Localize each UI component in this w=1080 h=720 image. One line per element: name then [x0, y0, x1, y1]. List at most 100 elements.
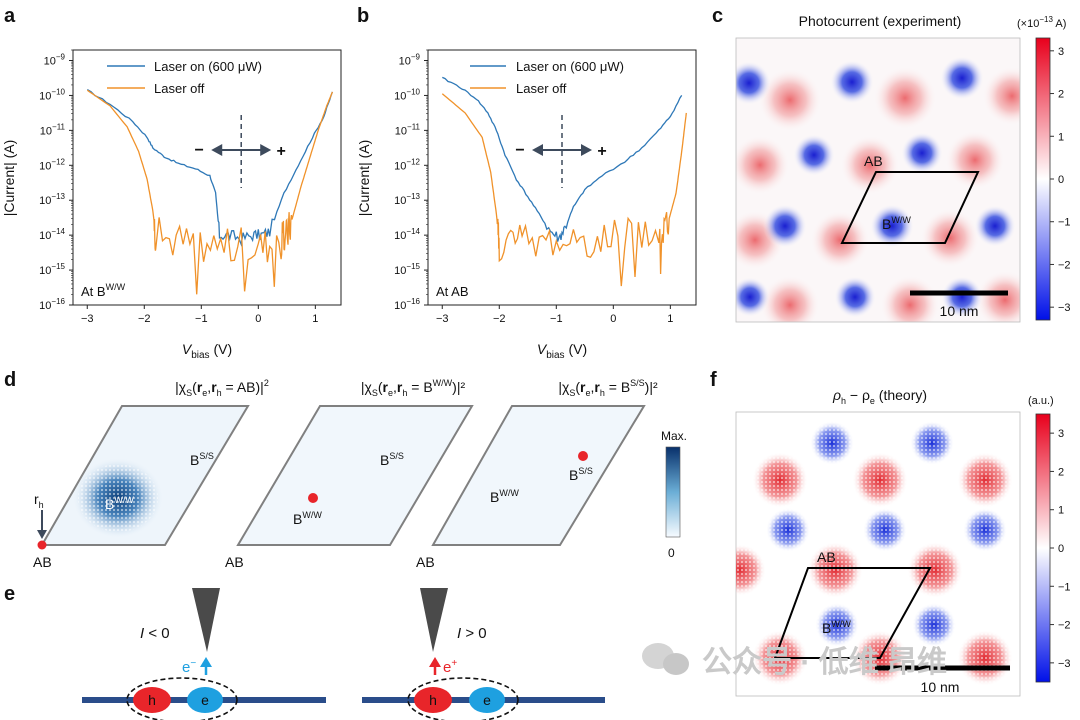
photocurrent-map: Photocurrent (experiment) [735, 13, 1071, 323]
plot-b-legend-on: Laser on (600 μW) [516, 59, 624, 74]
wechat-icon-bubble [663, 653, 689, 675]
photocurrent-colorbar-unit: (×10−13 A) [1017, 15, 1066, 30]
condition-right-rest: > 0 [461, 625, 486, 642]
site-label-ab-1: AB [33, 554, 52, 570]
unit-cell-label-b: BW/W [882, 215, 911, 232]
wavefunction-title-2: |χS(re,rh = BW/W)|² [361, 378, 466, 398]
red-blob [945, 130, 1005, 190]
plot-b-legend-off: Laser off [516, 81, 567, 96]
unit-cell-label-ab: AB [864, 153, 883, 169]
electron-arrow-head [200, 657, 212, 667]
colorbar-tick-label: −2 [1058, 259, 1071, 271]
series-line-laser-off [86, 89, 334, 295]
y-tick-exponent: −10 [51, 87, 65, 96]
wavefunction-colorbar-max: Max. [661, 429, 687, 443]
y-tick-base: 10 [39, 300, 51, 312]
red-blob [760, 275, 820, 322]
x-tick-label: −2 [493, 313, 506, 325]
x-tick-label: −1 [195, 313, 208, 325]
hole-position-dot-1 [37, 540, 47, 550]
plot-b-xlabel-v: V [537, 341, 548, 357]
hole-position-dot-3 [578, 451, 588, 461]
site-label-bww-2: BW/W [293, 510, 322, 527]
blue-blob [793, 134, 835, 176]
plot-b-arrowhead-left [532, 144, 543, 156]
y-tick-label: 10−16 [394, 297, 420, 312]
photocurrent-colorbar [1035, 37, 1051, 321]
t2-sup2: )|² [452, 379, 465, 395]
plot-a-xlabel: Vbias (V) [182, 341, 232, 361]
site-ww-sup: W/W [499, 488, 519, 498]
hole-carrier-label: e+ [443, 658, 457, 676]
t1-sub1: S [186, 388, 192, 398]
y-tick-label: 10−12 [39, 157, 65, 172]
blue-blob [830, 60, 874, 104]
panel-label-d: d [4, 369, 16, 391]
plot-a-annotation: At BW/W [81, 282, 126, 299]
theory-colorbar-ticks: 3 2 1 0 −1 −2 −3 [1050, 428, 1071, 670]
y-tick-label: 10−12 [394, 157, 420, 172]
rho-sub-e: e [870, 396, 875, 406]
x-tick-label: 1 [312, 313, 318, 325]
y-tick-base: 10 [39, 195, 51, 207]
y-tick-exponent: −10 [406, 87, 420, 96]
blue-blob [901, 132, 943, 174]
electron-particle-label-right: e [483, 692, 491, 708]
y-tick-base: 10 [394, 265, 406, 277]
panel-label-f: f [710, 369, 717, 391]
y-tick-label: 10−16 [39, 297, 65, 312]
y-tick-base: 10 [394, 90, 406, 102]
site-label-ab-3: AB [416, 554, 435, 570]
stm-schematic: I < 0 e− h e I > 0 e+ h e [82, 588, 605, 720]
plot-a-xlabel-unit: (V) [210, 341, 233, 357]
y-tick-label: 10−11 [40, 122, 66, 137]
colorbar-tick-label: 1 [1058, 131, 1064, 143]
rh-label: rh [34, 491, 44, 510]
t2-sub3: h [402, 388, 407, 398]
blue-blob [763, 204, 807, 248]
t2-mid1: ( [378, 379, 383, 395]
x-tick-label: −2 [138, 313, 151, 325]
site-label-bss-1: BS/S [190, 451, 214, 468]
red-blob [982, 66, 1020, 126]
y-tick-base: 10 [39, 265, 51, 277]
plot-a-minus-sign: − [195, 142, 204, 159]
iv-plot-b: −3 −2 −1 0 110−1610−1510−1410−1310−1210−1110… [356, 49, 697, 361]
hole-label-left: h [148, 692, 156, 708]
site-b-text: B [490, 489, 499, 505]
site-b-text: B [380, 452, 389, 468]
condition-left: I < 0 [140, 625, 170, 642]
y-tick-exponent: −11 [407, 122, 421, 131]
y-tick-base: 10 [40, 125, 52, 137]
hole-particle-left [133, 687, 171, 713]
series-line-laser-off [441, 93, 687, 287]
red-blob [880, 275, 940, 322]
rho-symbol-h: ρ [832, 387, 841, 403]
plot-a-bias-arrow: − + [195, 142, 286, 160]
plot-b-xlabel: Vbias (V) [537, 341, 587, 361]
red-blob [810, 210, 870, 270]
x-tick-label: 0 [610, 313, 616, 325]
series-line-laser-on [442, 76, 683, 242]
red-blob [758, 68, 822, 132]
t2-b1: r [383, 379, 389, 395]
y-tick-base: 10 [395, 125, 407, 137]
y-tick-base: 10 [394, 160, 406, 172]
y-tick-base: 10 [39, 230, 51, 242]
electron-particle-left [187, 687, 223, 713]
y-tick-exponent: −9 [411, 53, 421, 62]
y-tick-exponent: −16 [51, 297, 65, 306]
t3-b2: r [594, 379, 600, 395]
plot-a-xlabel-sub: bias [191, 350, 209, 361]
electron-particle-label-left: e [201, 692, 209, 708]
theory-blobs [736, 412, 1020, 696]
rho-sub-h: h [841, 396, 846, 406]
colorbar-tick-label: 0 [1058, 174, 1064, 186]
plot-a-annotation-text: At B [81, 284, 106, 299]
t3-mid1: ( [575, 379, 580, 395]
y-tick-exponent: −15 [406, 262, 420, 271]
site-b-text: B [569, 467, 578, 483]
t2-mid2: , [393, 379, 397, 395]
hole-arrow-head [429, 657, 441, 667]
wavefunction-lattice [78, 464, 158, 532]
